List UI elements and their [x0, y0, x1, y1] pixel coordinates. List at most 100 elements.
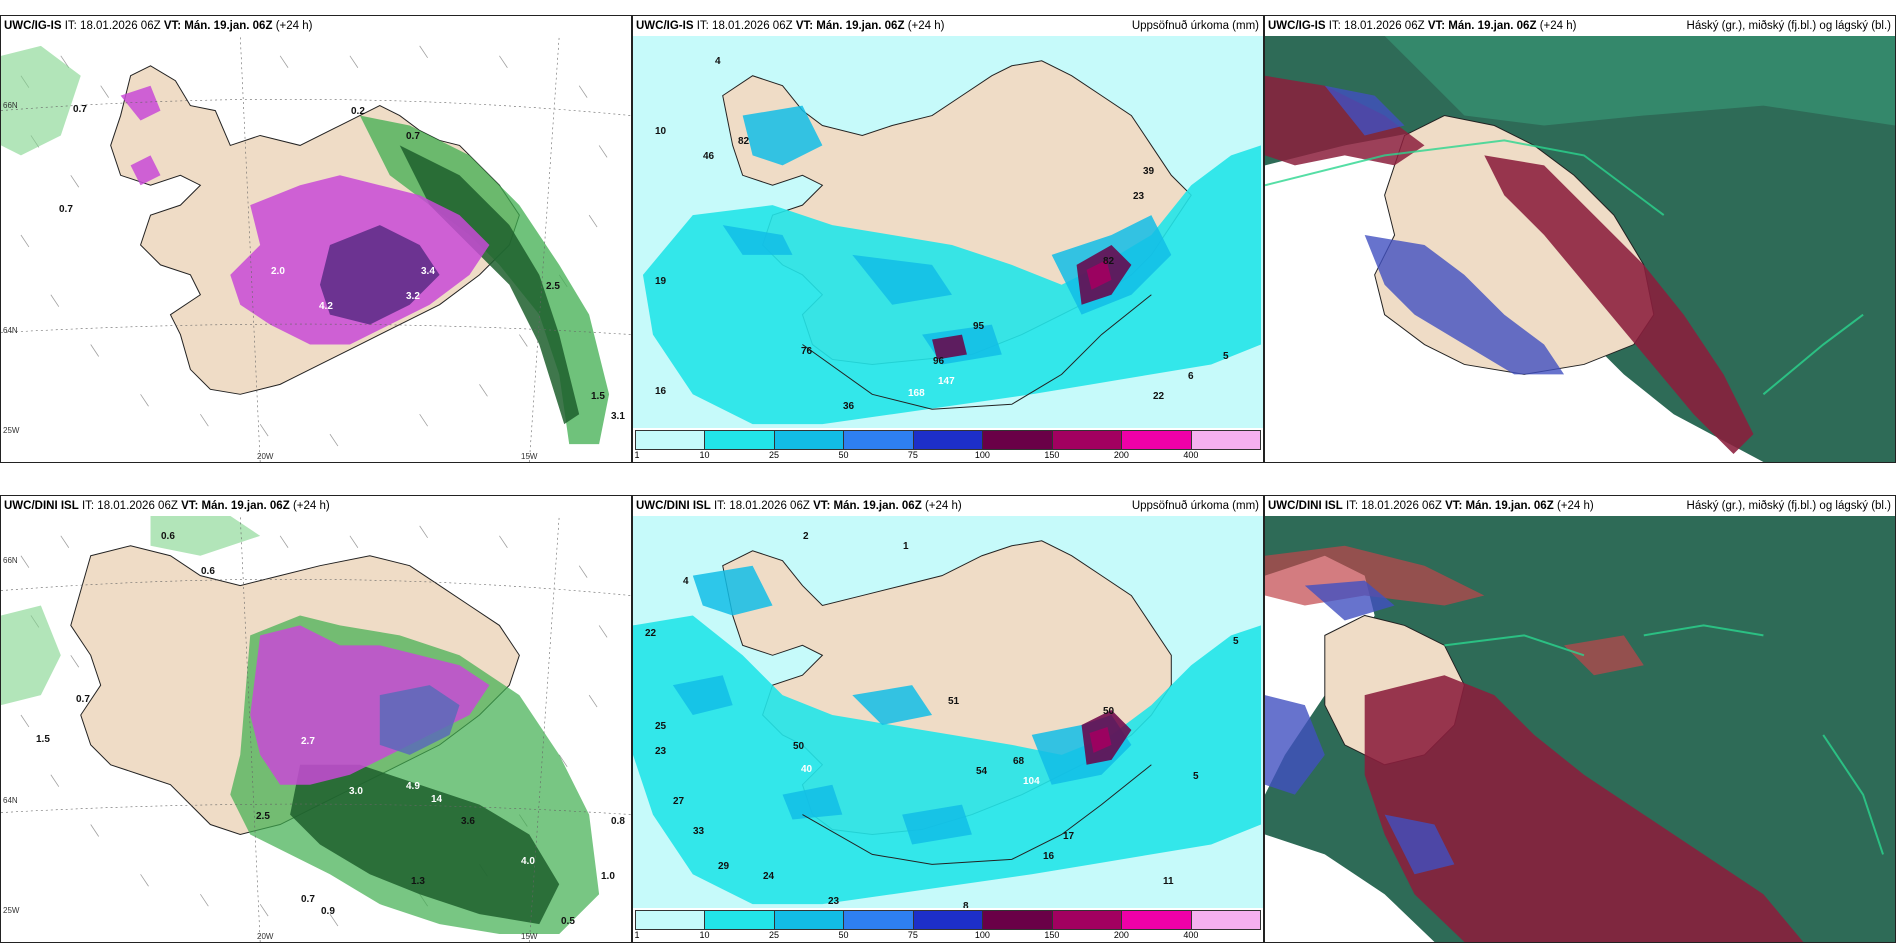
precip-label: 4.9: [406, 781, 420, 792]
cloud-title: Háský (gr.), miðský (fj.bl.) og lágský (…: [1686, 500, 1891, 512]
panel-header: UWC/IG-IS IT: 18.01.2026 06Z VT: Mán. 19…: [1, 16, 631, 36]
accum-blue: [672, 565, 1132, 845]
cloud-map: [1265, 35, 1895, 462]
cloud-mid-band: [1484, 155, 1754, 455]
panel-cloud-row2: UWC/DINI ISL IT: 18.01.2026 06Z VT: Mán.…: [1264, 495, 1896, 943]
accum-label: 96: [933, 356, 945, 367]
precip-green-w: [1, 515, 261, 706]
precip-label: 0.7: [406, 131, 420, 142]
precip-label: 2.5: [546, 281, 560, 292]
accum-map: [633, 35, 1263, 429]
legend-swatch: [1122, 431, 1192, 449]
precip-pink: [250, 625, 490, 785]
legend-tick: 100: [974, 930, 990, 940]
legend-bar: [635, 910, 1261, 930]
it-time: 18.01.2026 06Z: [729, 500, 810, 512]
accum-label: 54: [976, 766, 988, 777]
precip-purple: [379, 685, 460, 755]
legend-swatch: [983, 431, 1053, 449]
accum-label: 104: [1023, 776, 1040, 787]
lead-time: (+24 h): [924, 500, 962, 512]
legend-tick: 10: [699, 930, 710, 940]
precip-map: [1, 16, 631, 462]
legend: 1 10 25 50 75 100 150 200 400: [633, 428, 1263, 462]
lead-time: (+24 h): [907, 20, 945, 32]
vt-label: VT:: [1427, 20, 1446, 32]
lead-time: (+24 h): [275, 20, 313, 32]
precip-label: 14: [431, 794, 443, 805]
accum-label: 50: [793, 741, 805, 752]
legend-swatch: [913, 431, 984, 449]
cloud-mid-nw: [1265, 75, 1425, 166]
accum-label: 16: [1043, 851, 1055, 862]
precip-label: 4.9: [436, 306, 450, 317]
model-name: UWC/DINI ISL: [1268, 500, 1343, 512]
legend: 1 10 25 50 75 100 150 200 400: [633, 908, 1263, 942]
accum-title: Uppsöfnuð úrkoma (mm): [1131, 20, 1259, 32]
lat-label: 64N: [3, 326, 18, 335]
precip-darkgreen: [290, 764, 560, 925]
legend-tick: 50: [838, 450, 849, 460]
accum-label: 24: [763, 871, 775, 882]
accum-label: 11: [1163, 876, 1174, 887]
accum-label: 22: [1153, 391, 1165, 402]
legend-tick: 25: [768, 450, 779, 460]
precip-green-w: [1, 45, 81, 156]
accum-title: Uppsöfnuð úrkoma (mm): [1131, 500, 1259, 512]
accum-label: 29: [718, 861, 730, 872]
legend-tick: 1: [634, 450, 640, 460]
accum-map: [633, 515, 1263, 909]
panel-header: UWC/IG-IS IT: 18.01.2026 06Z VT: Mán. 19…: [633, 16, 1263, 36]
lon-label: 20W: [257, 452, 274, 461]
precip-label: 2.7: [301, 736, 315, 747]
accum-label: 25: [655, 721, 667, 732]
accum-label: 5: [1233, 636, 1239, 647]
lon-label: 15W: [521, 932, 538, 941]
legend-tick: 75: [907, 930, 918, 940]
precip-label: 2.5: [256, 811, 270, 822]
precip-label: 3.1: [611, 411, 625, 422]
precip-label: 2.0: [271, 266, 285, 277]
panel-precip-row2: UWC/DINI ISL IT: 18.01.2026 06Z VT: Mán.…: [0, 495, 632, 943]
precip-label: 1.3: [411, 876, 425, 887]
legend-tick: 100: [974, 450, 990, 460]
legend-swatch: [913, 911, 984, 929]
precip-label: 17: [471, 281, 483, 292]
precip-purple: [319, 225, 440, 325]
legend-swatch: [1052, 911, 1123, 929]
precip-map: [1, 496, 631, 942]
legend-tick: 200: [1113, 450, 1129, 460]
lead-time: (+24 h): [1539, 20, 1577, 32]
legend-swatch: [1191, 431, 1260, 449]
precip-label: 4.2: [319, 301, 333, 312]
accum-cyan: [642, 145, 1262, 425]
legend-bar: [635, 430, 1261, 450]
accum-label: 36: [843, 401, 855, 412]
coastline-south: [802, 764, 1152, 865]
panel-header: UWC/DINI ISL IT: 18.01.2026 06Z VT: Mán.…: [1, 496, 631, 516]
precip-label: 0.6: [161, 531, 175, 542]
accum-label: 147: [938, 376, 955, 387]
panel-header: UWC/DINI ISL IT: 18.01.2026 06Z VT: Mán.…: [633, 496, 1263, 516]
cloud-outline: [1444, 624, 1884, 855]
legend-tick: 75: [907, 450, 918, 460]
model-name: UWC/IG-IS: [636, 20, 694, 32]
it-time: 18.01.2026 06Z: [97, 500, 178, 512]
legend-tick: 400: [1183, 930, 1199, 940]
lon-label: 25W: [3, 426, 20, 435]
vt-time: Mán. 19.jan. 06Z: [201, 500, 290, 512]
accum-label: 17: [1063, 831, 1075, 842]
it-label: IT:: [713, 500, 727, 512]
legend-ticks: 1 10 25 50 75 100 150 200 400: [634, 930, 1261, 942]
accum-blue: [722, 105, 1172, 365]
legend-tick: 10: [699, 450, 710, 460]
precip-label: 1.5: [591, 391, 605, 402]
accum-label: 1: [903, 541, 909, 552]
accum-label: 40: [801, 764, 813, 775]
accum-label: 16: [655, 386, 667, 397]
accum-label: 19: [655, 276, 667, 287]
precip-label: 3.2: [406, 291, 420, 302]
precip-label: 1.0: [601, 871, 615, 882]
legend-ticks: 1 10 25 50 75 100 150 200 400: [634, 450, 1261, 462]
accum-label: 6: [1188, 371, 1194, 382]
